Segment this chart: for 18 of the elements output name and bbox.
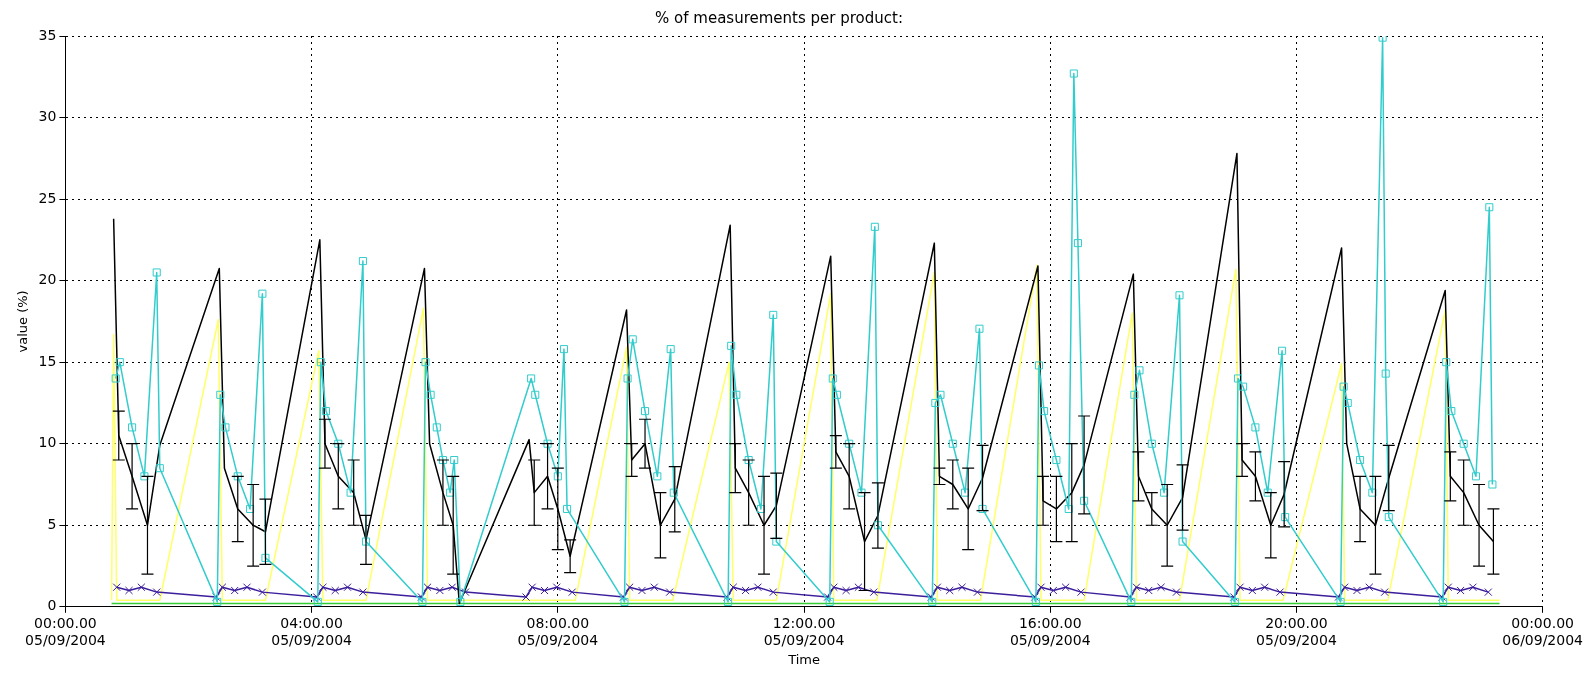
x-tick-label: 00:00.00 06/09/2004 — [1502, 614, 1584, 648]
y-tick-label: 5 — [47, 515, 57, 532]
x-tick-label: 20:00.00 05/09/2004 — [1256, 614, 1337, 648]
x-tick-label: 16:00.00 05/09/2004 — [1009, 614, 1091, 648]
y-tick-label: 35 — [38, 26, 57, 43]
x-tick-label: 04:00.00 05/09/2004 — [271, 614, 353, 648]
y-tick-label: 25 — [38, 189, 57, 206]
x-tick-label: 08:00.00 05/09/2004 — [517, 614, 599, 648]
chart-title: % of measurements per product: — [655, 8, 903, 27]
y-tick-label: 10 — [38, 434, 57, 451]
y-tick-label: 30 — [38, 108, 57, 125]
y-tick-label: 0 — [47, 597, 57, 614]
y-axis-title: value (%) — [15, 290, 31, 353]
y-tick-label: 20 — [38, 271, 57, 288]
x-tick-label: 00:00.00 05/09/2004 — [25, 614, 106, 648]
y-tick-label: 15 — [38, 352, 57, 369]
x-axis-title: Time — [787, 651, 820, 667]
x-tick-label: 12:00.00 05/09/2004 — [763, 614, 845, 648]
